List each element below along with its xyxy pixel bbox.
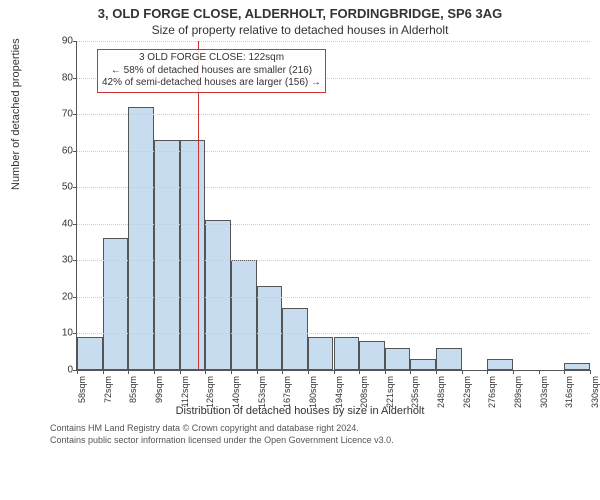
x-tick-label: 194sqm <box>334 376 344 408</box>
x-tick-mark <box>462 370 463 374</box>
grid-line <box>77 114 590 116</box>
y-tick-label: 40 <box>62 218 73 229</box>
x-tick-mark <box>590 370 591 374</box>
histogram-bar <box>410 359 436 370</box>
x-tick-label: 58sqm <box>77 376 87 403</box>
x-tick-mark <box>410 370 411 374</box>
histogram-bar <box>308 337 334 370</box>
grid-line <box>77 297 590 299</box>
x-tick-mark <box>128 370 129 374</box>
x-tick-label: 208sqm <box>359 376 369 408</box>
x-tick-mark <box>180 370 181 374</box>
x-tick-mark <box>154 370 155 374</box>
annotation-line: 42% of semi-detached houses are larger (… <box>102 77 321 90</box>
x-tick-label: 330sqm <box>590 376 600 408</box>
histogram-bar <box>103 238 129 370</box>
y-tick-mark <box>73 41 77 42</box>
y-tick-label: 80 <box>62 72 73 83</box>
x-tick-label: 72sqm <box>103 376 113 403</box>
y-tick-label: 90 <box>62 36 73 47</box>
x-tick-mark <box>103 370 104 374</box>
chart-title: 3, OLD FORGE CLOSE, ALDERHOLT, FORDINGBR… <box>0 0 600 21</box>
x-tick-mark <box>231 370 232 374</box>
x-tick-mark <box>77 370 78 374</box>
chart-area: 010203040506070809058sqm72sqm85sqm99sqm1… <box>50 41 590 401</box>
histogram-bar <box>205 220 231 370</box>
histogram-bar <box>180 140 206 370</box>
annotation-box: 3 OLD FORGE CLOSE: 122sqm← 58% of detach… <box>97 49 326 93</box>
annotation-line: 3 OLD FORGE CLOSE: 122sqm <box>102 52 321 65</box>
chart-subtitle: Size of property relative to detached ho… <box>0 21 600 41</box>
histogram-bar <box>385 348 411 370</box>
y-tick-mark <box>73 224 77 225</box>
y-tick-label: 10 <box>62 328 73 339</box>
histogram-bar <box>359 341 385 370</box>
x-tick-mark <box>205 370 206 374</box>
histogram-bar <box>231 260 257 370</box>
y-tick-mark <box>73 151 77 152</box>
x-tick-label: 276sqm <box>487 376 497 408</box>
x-tick-mark <box>513 370 514 374</box>
histogram-bar <box>282 308 308 370</box>
x-tick-label: 303sqm <box>539 376 549 408</box>
x-axis-label: Distribution of detached houses by size … <box>0 401 600 417</box>
footer-line-2: Contains public sector information licen… <box>50 435 588 447</box>
grid-line <box>77 41 590 43</box>
y-tick-label: 60 <box>62 145 73 156</box>
x-tick-label: 167sqm <box>282 376 292 408</box>
y-tick-mark <box>73 114 77 115</box>
x-tick-mark <box>539 370 540 374</box>
x-tick-label: 316sqm <box>564 376 574 408</box>
x-tick-mark <box>487 370 488 374</box>
x-tick-label: 153sqm <box>257 376 267 408</box>
x-tick-label: 248sqm <box>436 376 446 408</box>
y-tick-mark <box>73 187 77 188</box>
x-tick-label: 99sqm <box>154 376 164 403</box>
y-tick-mark <box>73 260 77 261</box>
y-axis-label: Number of detached properties <box>10 38 22 190</box>
x-tick-label: 221sqm <box>385 376 395 408</box>
x-tick-mark <box>359 370 360 374</box>
x-tick-label: 112sqm <box>180 376 190 407</box>
histogram-bar <box>334 337 360 370</box>
grid-line <box>77 187 590 189</box>
chart-container: 3, OLD FORGE CLOSE, ALDERHOLT, FORDINGBR… <box>0 0 600 500</box>
x-tick-label: 235sqm <box>410 376 420 408</box>
x-tick-label: 289sqm <box>513 376 523 408</box>
histogram-bar <box>128 107 154 370</box>
x-tick-label: 262sqm <box>462 376 472 408</box>
histogram-bar <box>154 140 180 370</box>
grid-line <box>77 260 590 262</box>
y-tick-label: 30 <box>62 255 73 266</box>
y-tick-label: 70 <box>62 109 73 120</box>
x-tick-mark <box>564 370 565 374</box>
plot-area: 010203040506070809058sqm72sqm85sqm99sqm1… <box>76 41 590 371</box>
x-tick-mark <box>334 370 335 374</box>
histogram-bar <box>487 359 513 370</box>
x-tick-label: 140sqm <box>231 376 241 408</box>
grid-line <box>77 224 590 226</box>
x-tick-mark <box>385 370 386 374</box>
x-tick-label: 126sqm <box>205 376 215 408</box>
y-tick-mark <box>73 297 77 298</box>
x-tick-mark <box>257 370 258 374</box>
histogram-bar <box>564 363 590 370</box>
x-tick-mark <box>436 370 437 374</box>
histogram-bar <box>436 348 462 370</box>
grid-line <box>77 333 590 335</box>
x-tick-mark <box>282 370 283 374</box>
y-tick-mark <box>73 333 77 334</box>
annotation-line: ← 58% of detached houses are smaller (21… <box>102 65 321 78</box>
x-tick-label: 85sqm <box>128 376 138 403</box>
y-tick-mark <box>73 78 77 79</box>
x-tick-mark <box>308 370 309 374</box>
histogram-bar <box>77 337 103 370</box>
y-tick-label: 50 <box>62 182 73 193</box>
y-tick-label: 20 <box>62 291 73 302</box>
footer-attribution: Contains HM Land Registry data © Crown c… <box>0 417 600 446</box>
grid-line <box>77 151 590 153</box>
footer-line-1: Contains HM Land Registry data © Crown c… <box>50 423 588 435</box>
x-tick-label: 180sqm <box>308 376 318 408</box>
